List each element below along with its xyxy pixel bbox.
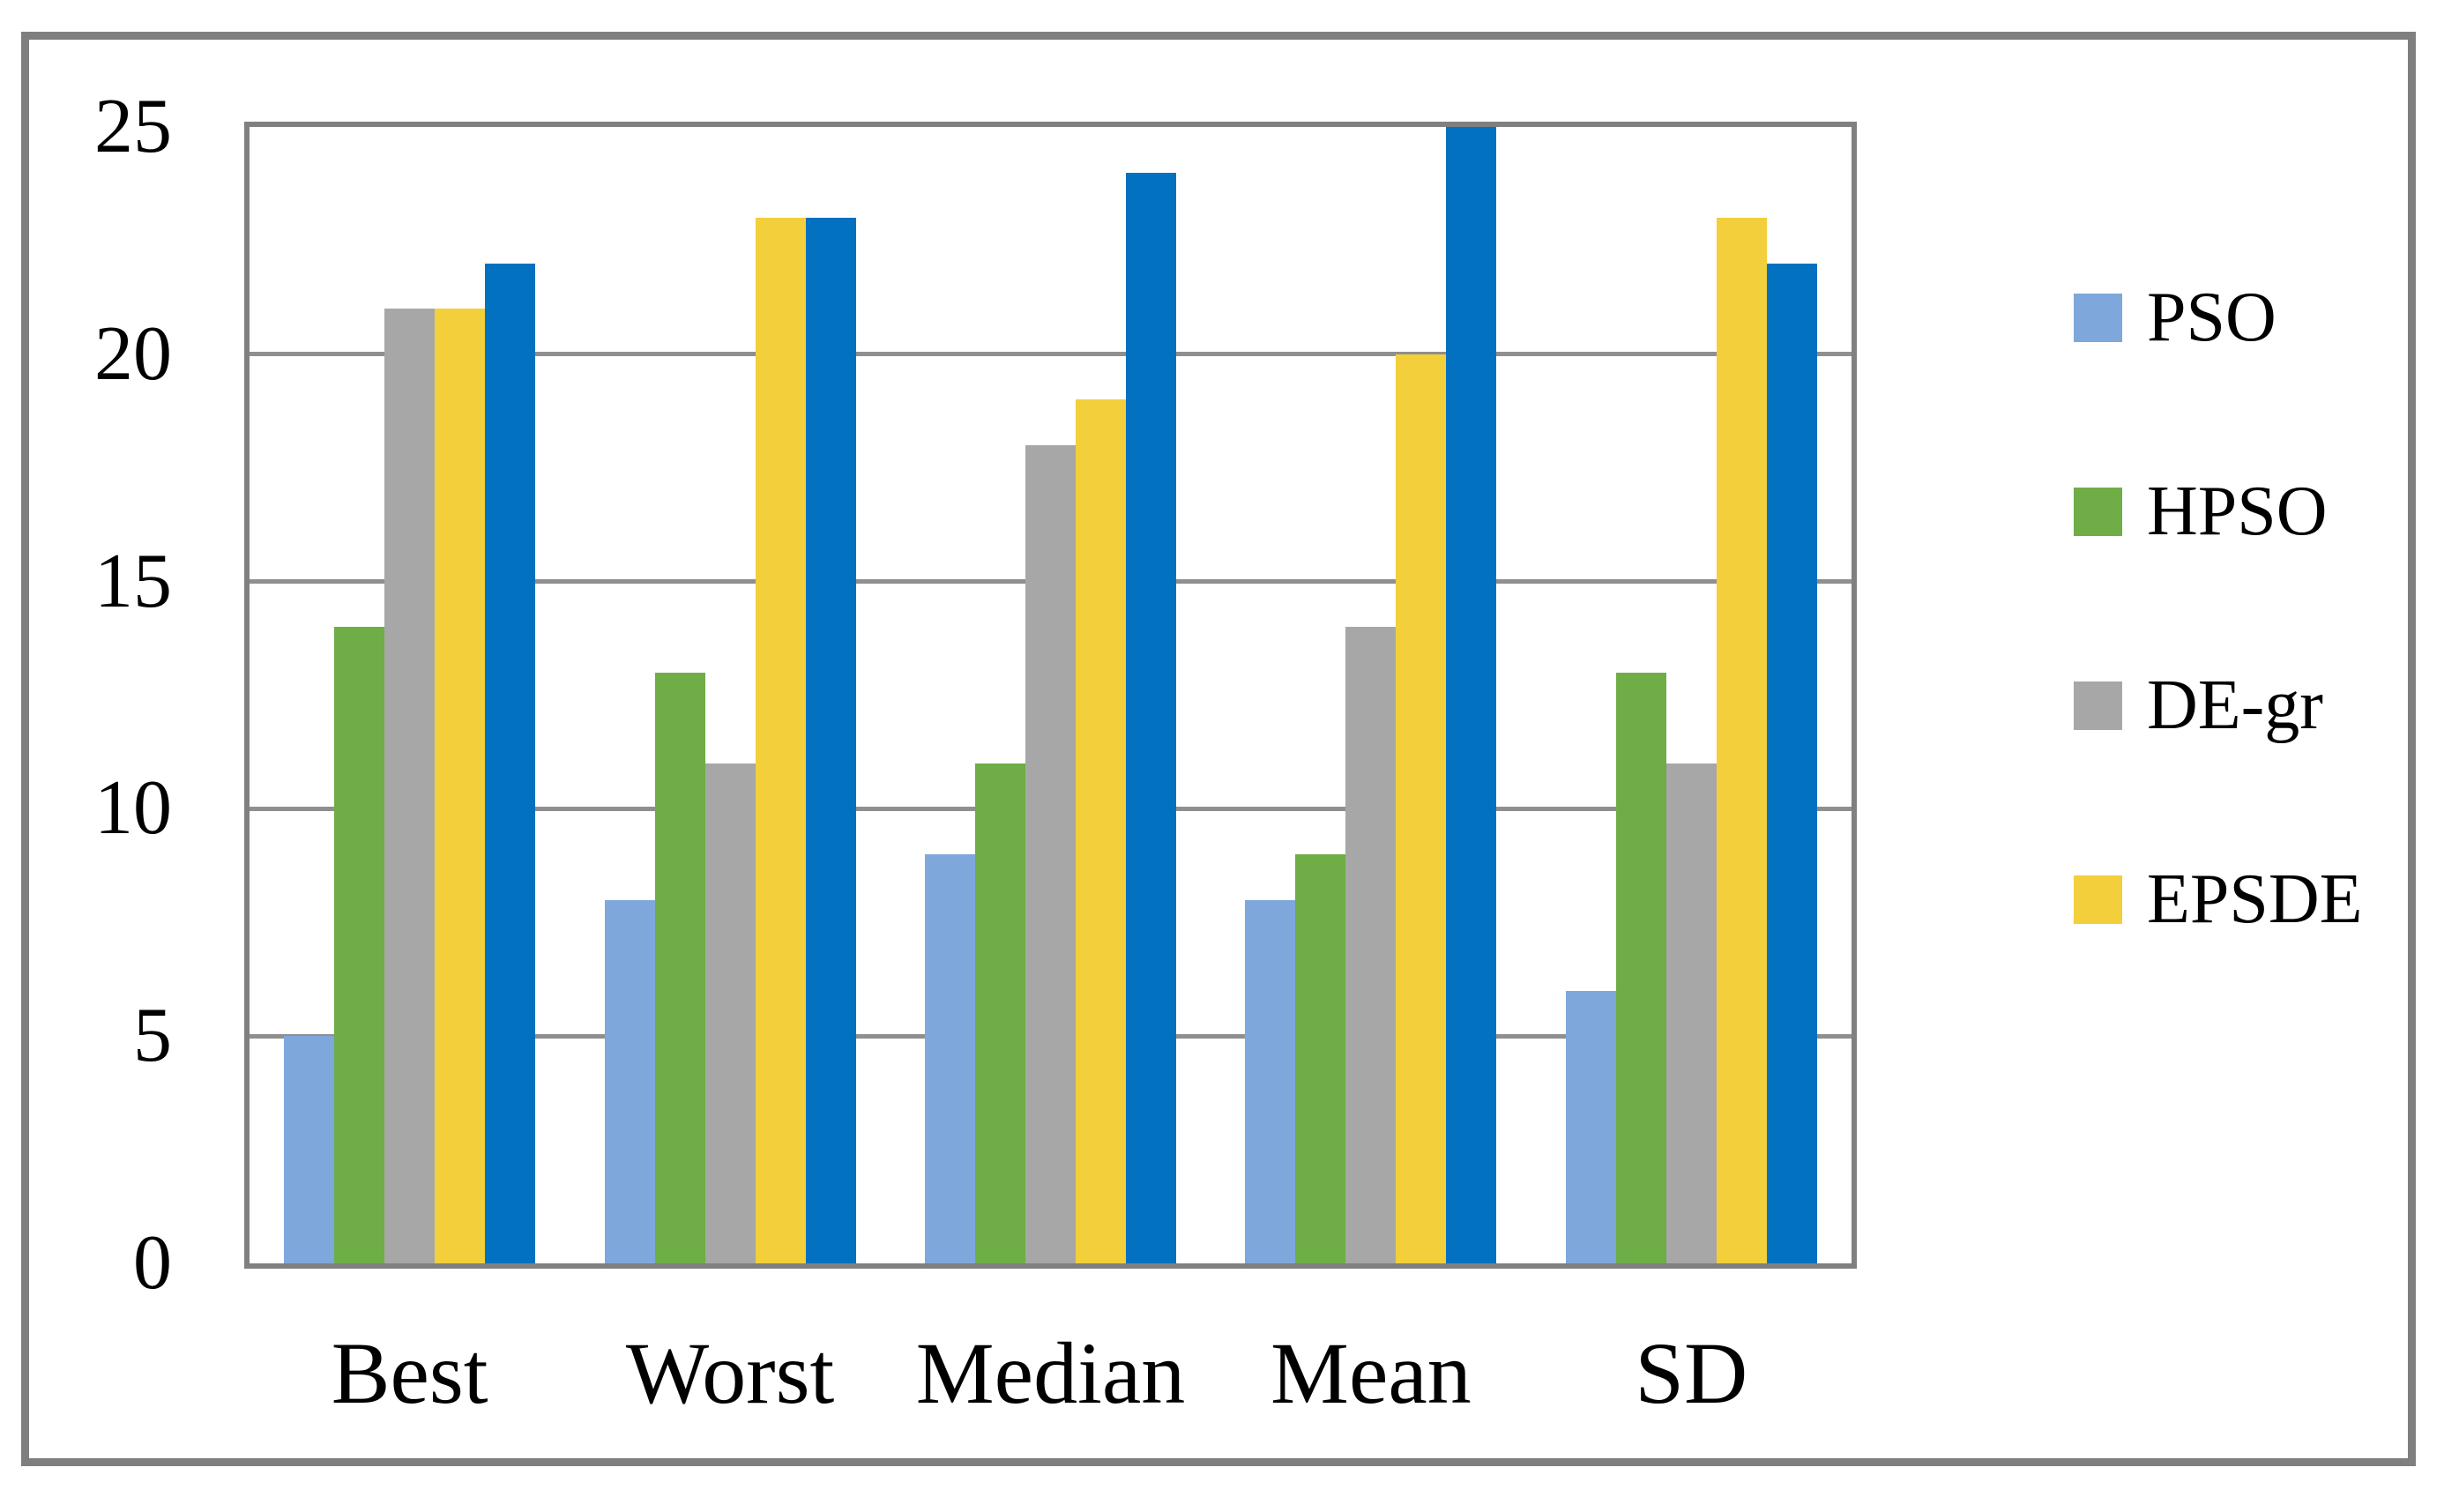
bar-mean-pso <box>1245 900 1296 1263</box>
bar-sd-de-gr <box>1665 763 1717 1263</box>
legend-swatch-pso <box>2074 293 2122 342</box>
legend-swatch-hpso <box>2074 487 2122 536</box>
bar-median-de-gr <box>1025 445 1076 1263</box>
plot-area <box>244 122 1857 1269</box>
legend-label-epsde: EPSDE <box>2147 860 2363 938</box>
legend-entry-de-gr: DE-gr <box>2074 665 2323 746</box>
y-tick-label-20: 20 <box>94 310 172 397</box>
x-category-label-median: Median <box>915 1324 1186 1422</box>
bar-best-series-5 <box>485 264 536 1263</box>
y-tick-label-25: 25 <box>94 84 172 169</box>
bar-best-epsde <box>435 309 486 1263</box>
y-tick-label-10: 10 <box>94 765 172 852</box>
bar-sd-epsde <box>1716 218 1767 1263</box>
bar-worst-hpso <box>654 673 705 1263</box>
bar-worst-de-gr <box>704 763 756 1263</box>
bar-median-series-5 <box>1126 173 1176 1263</box>
bar-mean-de-gr <box>1345 627 1397 1263</box>
bar-sd-series-5 <box>1766 264 1817 1263</box>
bar-best-de-gr <box>384 309 436 1263</box>
y-tick-label-15: 15 <box>94 538 172 624</box>
bar-sd-hpso <box>1615 673 1666 1263</box>
bar-mean-epsde <box>1396 354 1447 1263</box>
bar-mean-series-5 <box>1446 127 1497 1263</box>
legend-label-hpso: HPSO <box>2147 473 2328 550</box>
legend-swatch-epsde <box>2074 875 2122 924</box>
legend-label-pso: PSO <box>2147 279 2276 356</box>
bar-median-hpso <box>975 763 1025 1263</box>
bar-best-hpso <box>334 627 385 1263</box>
legend-entry-hpso: HPSO <box>2074 471 2328 552</box>
y-tick-label-5: 5 <box>133 993 172 1079</box>
bar-mean-hpso <box>1295 854 1346 1263</box>
x-category-label-mean: Mean <box>1270 1324 1472 1422</box>
legend-entry-pso: PSO <box>2074 277 2276 358</box>
bar-best-pso <box>284 1036 335 1263</box>
gridline-20 <box>250 352 1852 357</box>
legend-label-de-gr: DE-gr <box>2147 667 2323 744</box>
bar-worst-epsde <box>755 218 806 1263</box>
legend-swatch-de-gr <box>2074 681 2122 730</box>
bar-median-pso <box>925 854 975 1263</box>
bar-worst-pso <box>604 900 655 1263</box>
bar-sd-pso <box>1565 991 1616 1263</box>
bar-worst-series-5 <box>805 218 856 1263</box>
y-tick-label-0: 0 <box>133 1220 172 1306</box>
x-category-label-sd: SD <box>1635 1324 1748 1422</box>
legend-entry-epsde: EPSDE <box>2074 859 2363 940</box>
bar-median-epsde <box>1076 399 1126 1263</box>
x-category-label-worst: Worst <box>625 1324 835 1422</box>
x-category-label-best: Best <box>331 1324 488 1422</box>
